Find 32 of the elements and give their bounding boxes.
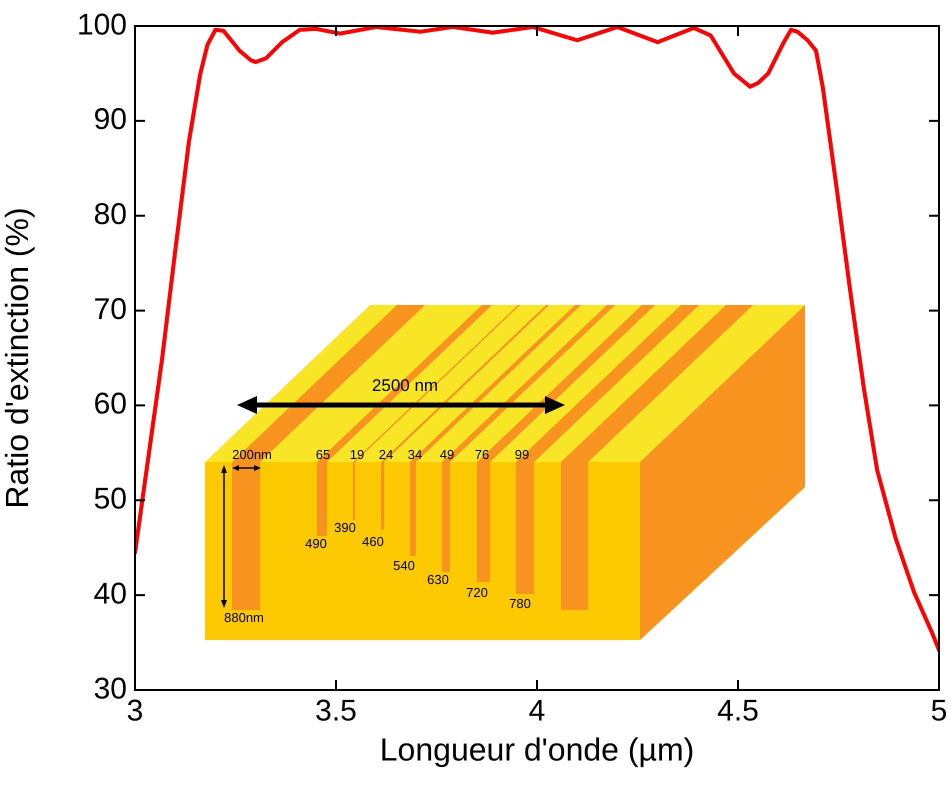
- annotation: 630: [427, 572, 449, 587]
- annotation: 19: [350, 447, 364, 462]
- annotation: 540: [393, 558, 415, 573]
- annotation: 490: [305, 536, 327, 551]
- y-tick-label: 80: [94, 198, 127, 231]
- annotation: 780: [509, 596, 531, 611]
- x-tick-label: 4: [528, 694, 546, 728]
- annotation: 49: [440, 447, 454, 462]
- y-tick-label: 40: [94, 577, 127, 610]
- x-tick-label: 5: [930, 694, 948, 728]
- annotation: 880nm: [224, 610, 264, 625]
- x-tick-label: 3.5: [315, 694, 357, 728]
- annotation: 76: [474, 447, 490, 462]
- x-axis-title: Longueur d'onde (µm): [380, 732, 694, 768]
- annotation: 2500 nm: [372, 376, 438, 395]
- y-tick-label: 70: [94, 292, 127, 326]
- x-tick-label: 3: [126, 694, 144, 728]
- y-tick-label: 30: [94, 672, 127, 706]
- x-tick-label: 4.5: [717, 694, 759, 728]
- y-tick-label: 90: [94, 103, 127, 136]
- annotation: 99: [514, 447, 530, 462]
- annotation: 34: [408, 447, 422, 462]
- annotation: 24: [378, 447, 394, 462]
- y-tick-label: 100: [76, 8, 127, 42]
- y-tick-label: 60: [94, 388, 127, 421]
- y-tick-label: 50: [94, 482, 127, 516]
- annotation: 200nm: [232, 447, 272, 462]
- annotation: 720: [466, 585, 488, 600]
- annotation: 460: [362, 534, 384, 549]
- y-axis-title: Ratio d'extinction (%): [0, 207, 36, 509]
- annotation: 390: [334, 520, 356, 535]
- annotation: 65: [316, 447, 330, 462]
